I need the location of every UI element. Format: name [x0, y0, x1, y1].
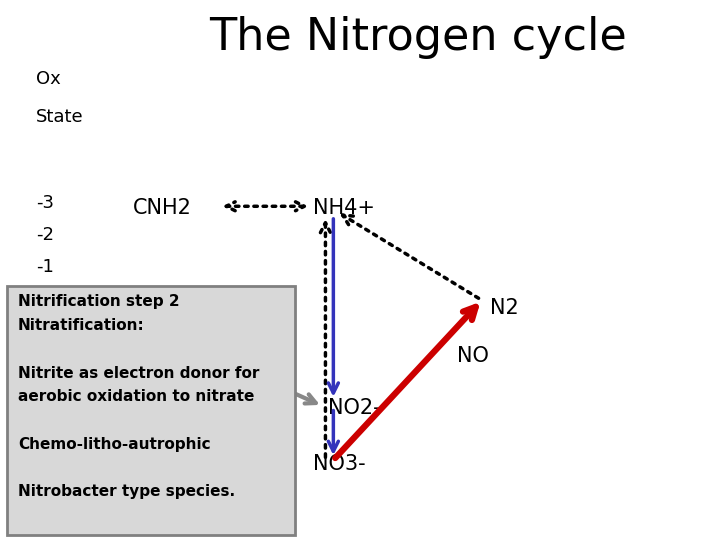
Text: Nitrobacter type species.: Nitrobacter type species. — [18, 484, 235, 500]
Text: NO: NO — [457, 346, 489, 367]
Text: Ox: Ox — [36, 70, 60, 88]
Text: NO3-: NO3- — [313, 454, 366, 475]
FancyBboxPatch shape — [7, 286, 295, 535]
Text: -1: -1 — [36, 258, 54, 276]
Text: State: State — [36, 108, 84, 126]
Text: Nitrite as electron donor for: Nitrite as electron donor for — [18, 366, 259, 381]
Text: -3: -3 — [36, 193, 54, 212]
Text: aerobic oxidation to nitrate: aerobic oxidation to nitrate — [18, 389, 254, 404]
Text: N2: N2 — [490, 298, 518, 318]
Text: Nitrification step 2: Nitrification step 2 — [18, 294, 179, 309]
Text: CNH2: CNH2 — [133, 198, 192, 218]
Text: -2: -2 — [36, 226, 54, 244]
Text: Chemo-litho-autrophic: Chemo-litho-autrophic — [18, 437, 211, 452]
Text: Nitratification:: Nitratification: — [18, 318, 145, 333]
Text: NO2-: NO2- — [328, 397, 380, 418]
Text: The Nitrogen cycle: The Nitrogen cycle — [209, 16, 626, 59]
Text: NH4+: NH4+ — [313, 198, 375, 218]
